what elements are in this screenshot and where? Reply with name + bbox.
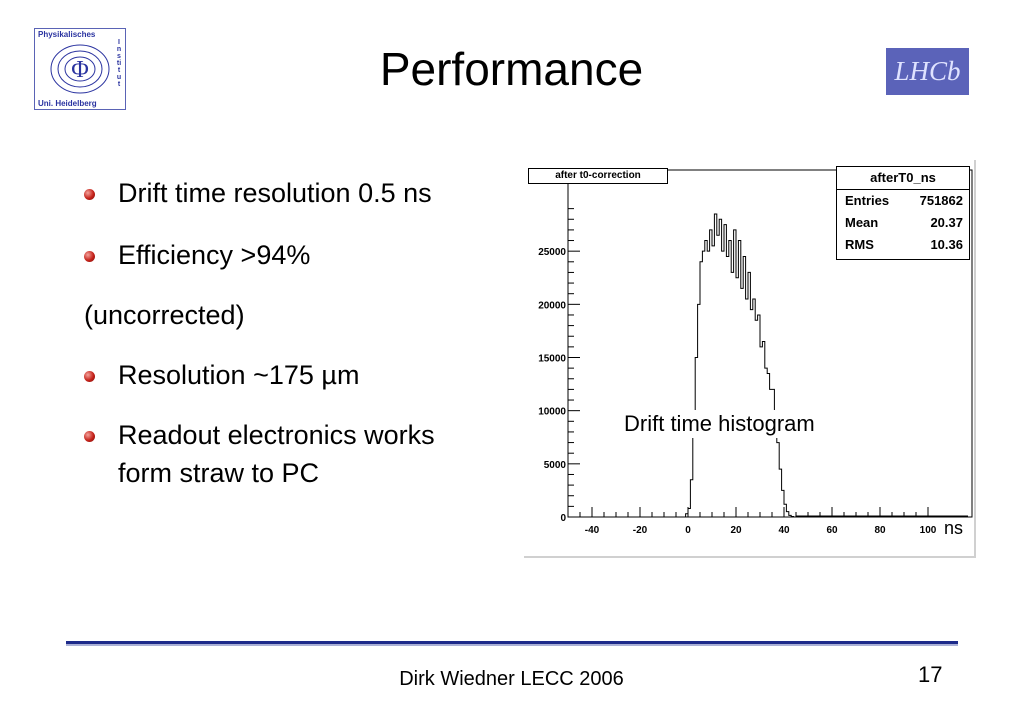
footer-rule bbox=[66, 641, 958, 644]
histogram-title: after t0-correction bbox=[528, 168, 668, 184]
histogram-annotation: Drift time histogram bbox=[614, 410, 894, 438]
bullet-text: Drift time resolution 0.5 ns bbox=[118, 178, 432, 208]
y-tick-label: 0 bbox=[560, 513, 566, 524]
bullet-icon bbox=[84, 431, 95, 442]
y-tick-label: 10000 bbox=[538, 407, 566, 418]
x-axis-unit: ns bbox=[944, 518, 964, 538]
phi-emblem-icon: Φ bbox=[50, 44, 110, 94]
logo-side-text: Institut bbox=[116, 39, 122, 88]
logo-line-2: Uni. Heidelberg bbox=[38, 99, 97, 108]
bullet-text: Readout electronics works bbox=[118, 420, 435, 450]
y-tick-label: 20000 bbox=[538, 300, 566, 311]
stats-value: 10.36 bbox=[930, 237, 963, 252]
stats-key: Entries bbox=[845, 193, 890, 208]
logo-symbol: Φ bbox=[71, 57, 89, 83]
bullet-text: Efficiency >94% bbox=[118, 240, 311, 270]
footer-text: Dirk Wiedner LECC 2006 bbox=[399, 668, 624, 690]
lhcb-logo: LHCb bbox=[886, 48, 969, 95]
plain-text: (uncorrected) bbox=[84, 300, 245, 330]
x-tick-label: 20 bbox=[730, 525, 742, 536]
footer-rule-shadow bbox=[66, 644, 958, 646]
x-tick-label: 60 bbox=[826, 525, 838, 536]
stats-row: RMS 10.36 bbox=[837, 234, 969, 256]
stats-value: 751862 bbox=[919, 193, 963, 208]
page-number: 17 bbox=[918, 662, 943, 687]
x-tick-label: -20 bbox=[633, 525, 648, 536]
bullet-icon bbox=[84, 371, 95, 382]
bullet-icon bbox=[84, 251, 95, 262]
x-tick-label: 0 bbox=[685, 525, 691, 536]
y-tick-label: 25000 bbox=[538, 247, 566, 258]
logo-line-1: Physikalisches bbox=[38, 30, 96, 39]
bullet-text: Resolution ~175 µm bbox=[118, 360, 360, 390]
histogram-series bbox=[683, 213, 796, 518]
x-tick-label: 100 bbox=[920, 525, 937, 536]
y-tick-label: 15000 bbox=[538, 354, 566, 365]
institute-logo: Physikalisches Institut Φ Uni. Heidelber… bbox=[34, 28, 126, 110]
stats-key: Mean bbox=[845, 215, 879, 230]
x-tick-label: 80 bbox=[874, 525, 886, 536]
stats-box: afterT0_ns Entries 751862 Mean 20.37 RMS… bbox=[836, 166, 970, 260]
stats-row: Entries 751862 bbox=[837, 190, 969, 212]
stats-title: afterT0_ns bbox=[837, 167, 969, 190]
y-tick-label: 5000 bbox=[544, 460, 567, 471]
bullet-text-continued: form straw to PC bbox=[118, 458, 320, 488]
bullet-icon bbox=[84, 189, 95, 200]
x-tick-label: -40 bbox=[585, 525, 600, 536]
stats-row: Mean 20.37 bbox=[837, 212, 969, 234]
stats-key: RMS bbox=[845, 237, 874, 252]
drift-time-histogram: 0 5000 10000 15000 20000 25000 -40 -20 0 20 40 60 80… bbox=[538, 169, 973, 536]
slide-title: Performance bbox=[379, 43, 644, 95]
stats-value: 20.37 bbox=[930, 215, 963, 230]
x-tick-label: 40 bbox=[778, 525, 790, 536]
